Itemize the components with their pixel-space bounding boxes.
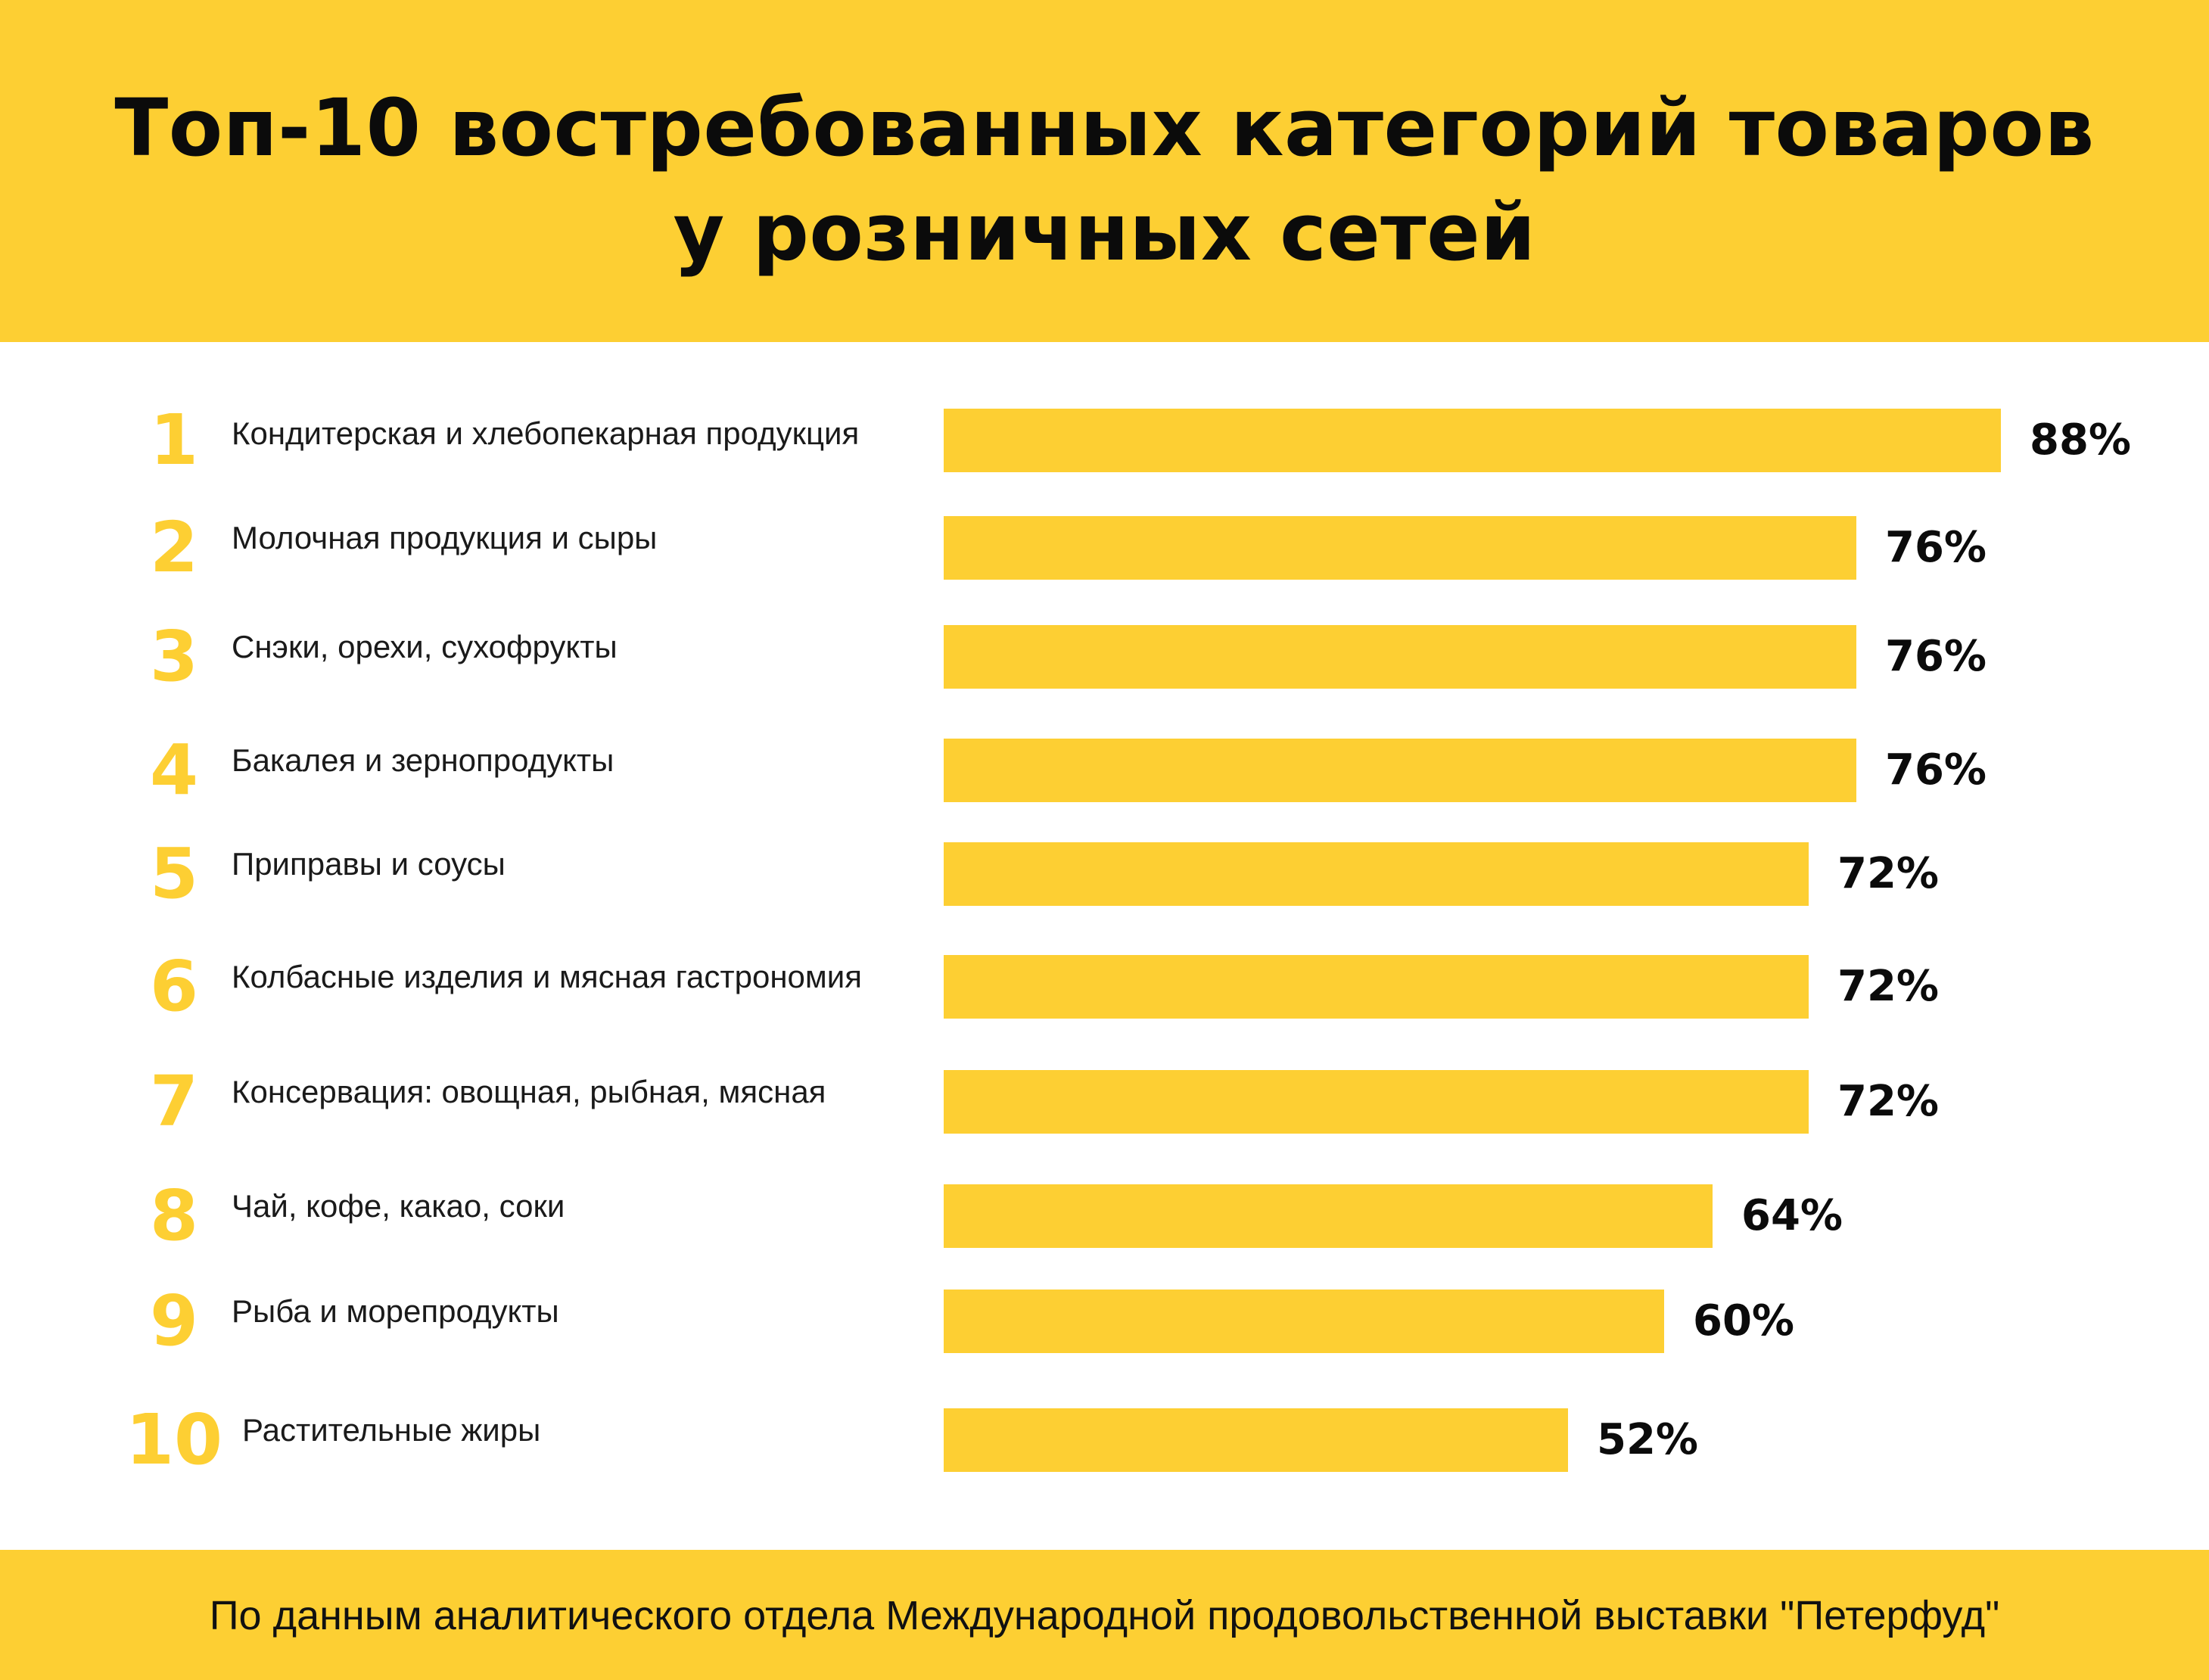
chart-row: 4 Бакалея и зернопродукты 76% xyxy=(0,730,2209,810)
bar xyxy=(944,1070,1809,1134)
bar xyxy=(944,1290,1664,1353)
chart-row: 10 Растительные жиры 52% xyxy=(0,1399,2209,1480)
bar xyxy=(944,1408,1568,1472)
chart-row: 2 Молочная продукция и сыры 76% xyxy=(0,507,2209,588)
chart-row: 8 Чай, кофе, какао, соки 64% xyxy=(0,1175,2209,1256)
value-label: 88% xyxy=(2030,415,2132,465)
category-label: Консервация: овощная, рыбная, мясная xyxy=(232,1074,826,1109)
category-label: Чай, кофе, какао, соки xyxy=(232,1188,565,1224)
category-label: Рыба и морепродукты xyxy=(232,1293,559,1329)
bar xyxy=(944,409,2001,472)
chart-row: 5 Приправы и соусы 72% xyxy=(0,833,2209,914)
rank-number: 7 xyxy=(149,1061,198,1142)
chart-row: 7 Консервация: овощная, рыбная, мясная 72% xyxy=(0,1061,2209,1142)
value-label: 76% xyxy=(1885,632,1987,681)
title-line-1: Топ-10 востребованных категорий товаров xyxy=(114,82,2095,174)
bar xyxy=(944,955,1809,1019)
category-label: Растительные жиры xyxy=(242,1412,541,1448)
bar xyxy=(944,739,1856,802)
category-label: Кондитерская и хлебопекарная продукция xyxy=(232,415,860,451)
rank-number: 2 xyxy=(149,507,198,588)
chart-row: 9 Рыба и морепродукты 60% xyxy=(0,1280,2209,1361)
source-note: По данным аналитического отдела Междунар… xyxy=(209,1593,2000,1638)
page-title: Топ-10 востребованных категорий товаров … xyxy=(0,76,2209,285)
value-label: 72% xyxy=(1837,849,1940,898)
value-label: 60% xyxy=(1693,1296,1795,1346)
rank-number: 4 xyxy=(149,730,198,810)
rank-number: 3 xyxy=(149,616,198,697)
value-label: 76% xyxy=(1885,745,1987,795)
bar xyxy=(944,842,1809,906)
rank-number: 5 xyxy=(149,833,198,914)
rank-number: 6 xyxy=(149,946,198,1027)
rank-number: 10 xyxy=(125,1399,223,1480)
chart-row: 6 Колбасные изделия и мясная гастрономия 7… xyxy=(0,946,2209,1027)
header-banner: Топ-10 востребованных категорий товаров … xyxy=(0,0,2209,342)
bar xyxy=(944,625,1856,689)
category-label: Приправы и соусы xyxy=(232,846,506,882)
bar xyxy=(944,1184,1713,1248)
chart-row: 1 Кондитерская и хлебопекарная продукция 8… xyxy=(0,400,2209,481)
chart-row: 3 Снэки, орехи, сухофрукты 76% xyxy=(0,616,2209,697)
footer-banner: По данным аналитического отдела Междунар… xyxy=(0,1550,2209,1680)
bar-chart: 1 Кондитерская и хлебопекарная продукция 8… xyxy=(0,342,2209,1550)
value-label: 72% xyxy=(1837,962,1940,1011)
rank-number: 8 xyxy=(149,1175,198,1256)
category-label: Снэки, орехи, сухофрукты xyxy=(232,629,618,664)
title-line-2: у розничных сетей xyxy=(673,186,1536,278)
rank-number: 9 xyxy=(149,1280,198,1361)
category-label: Колбасные изделия и мясная гастрономия xyxy=(232,959,862,994)
value-label: 64% xyxy=(1741,1191,1843,1240)
value-label: 72% xyxy=(1837,1077,1940,1126)
bar xyxy=(944,516,1856,580)
value-label: 52% xyxy=(1597,1415,1699,1464)
category-label: Бакалея и зернопродукты xyxy=(232,742,614,778)
category-label: Молочная продукция и сыры xyxy=(232,520,658,555)
rank-number: 1 xyxy=(149,400,198,481)
value-label: 76% xyxy=(1885,523,1987,572)
